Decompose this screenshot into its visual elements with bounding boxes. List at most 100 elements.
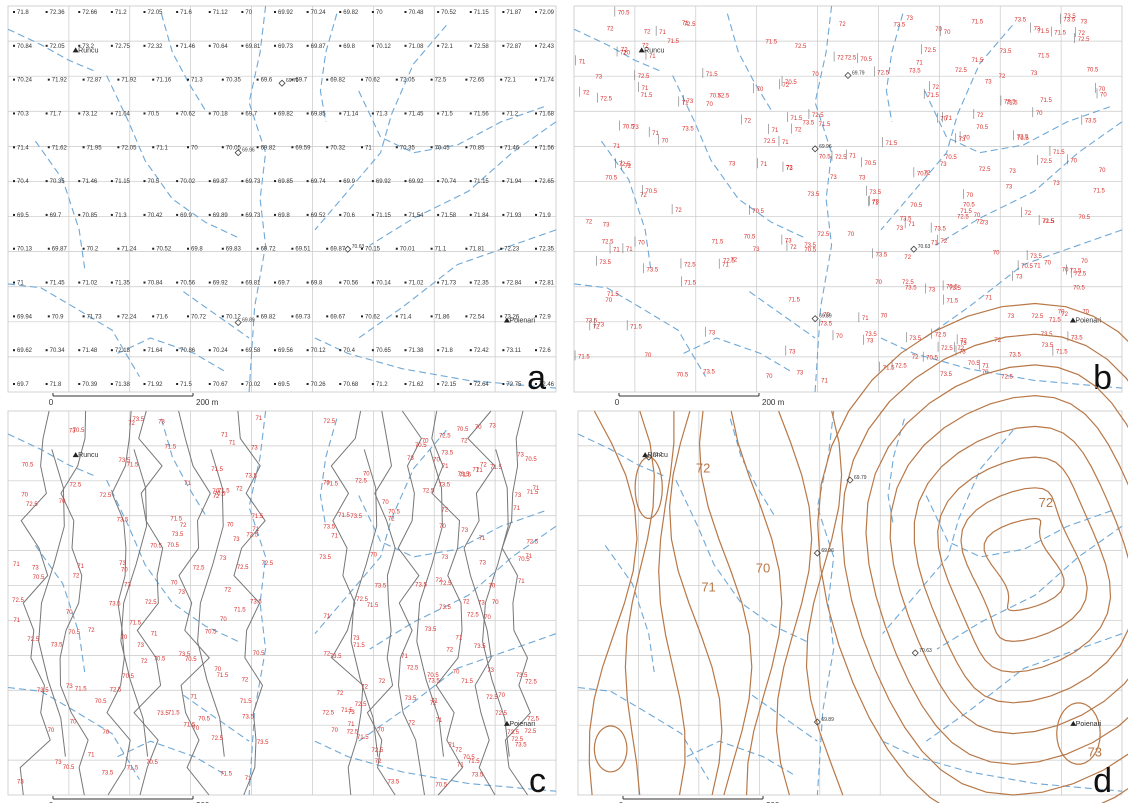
rounded-value-label: 70	[331, 728, 338, 734]
rounded-value-label: 71	[642, 86, 649, 92]
elevation-point	[465, 78, 468, 81]
contour-line	[1056, 702, 1101, 765]
rounded-value-label: 72.5	[323, 419, 335, 425]
rounded-value-label: 71	[782, 140, 789, 146]
rounded-value-label: 73	[66, 684, 73, 690]
elevation-label: 71.84	[474, 213, 490, 219]
elevation-point	[395, 315, 398, 318]
rounded-value-label: 71	[945, 116, 952, 122]
rounded-value-label: 70	[1044, 260, 1051, 266]
rounded-value-label: 73.5	[1014, 18, 1026, 24]
rounded-value-label: 72.5	[1042, 219, 1054, 225]
rounded-value-label: 71.5	[459, 473, 471, 479]
contour-line	[658, 411, 686, 796]
elevation-point	[241, 112, 244, 115]
elevation-label: 70.67	[213, 382, 229, 388]
elevation-point	[143, 44, 146, 47]
elevation-label: 72.54	[469, 314, 485, 320]
elevation-point	[500, 315, 503, 318]
elevation-label: 71.4	[400, 314, 412, 320]
rounded-value-label: 73.5	[1004, 100, 1016, 106]
rounded-value-label: 73.5	[37, 688, 49, 694]
rounded-value-label: 70.5	[785, 80, 797, 86]
rounded-value-label: 70.5	[623, 124, 635, 130]
rounded-value-label: 73.5	[250, 600, 262, 606]
elevation-label: 69.7	[278, 281, 290, 287]
rounded-value-label: 71.5	[341, 708, 353, 714]
rounded-value-label: 71	[479, 536, 486, 542]
rounded-value-label: 70	[227, 523, 234, 529]
elevation-label: 72.05	[121, 145, 137, 151]
elevation-point	[82, 78, 85, 81]
elevation-point	[176, 180, 179, 183]
elevation-label: 70.86	[180, 348, 196, 354]
rounded-value-label: 70.5	[917, 171, 929, 177]
rounded-value-label: 70.5	[968, 361, 980, 367]
contour-line	[588, 410, 638, 796]
rounded-value-label: 72.5	[718, 93, 730, 99]
interpolation-line	[106, 410, 132, 796]
rounded-value-label: 70.5	[388, 509, 400, 515]
rounded-value-label: 70	[982, 370, 989, 376]
elevation-point	[404, 11, 407, 13]
rounded-value-label: 70.5	[618, 11, 630, 17]
panel-frame	[573, 5, 1123, 393]
rounded-value-label: 73.5	[1085, 119, 1097, 125]
rounded-value-label: 71	[401, 654, 408, 660]
rounded-value-label: 73	[69, 429, 76, 435]
elevation-label: 71.54	[409, 213, 425, 219]
elevation-label: 69.85	[311, 111, 327, 117]
benchmark-marker	[846, 476, 854, 484]
elevation-label: 71.9	[539, 213, 551, 219]
rounded-value-label: 72	[1061, 312, 1068, 318]
rounded-value-label: 72	[361, 684, 368, 690]
rounded-value-label: 71	[518, 579, 525, 585]
contour-line	[805, 410, 844, 796]
elevation-point	[45, 112, 48, 115]
rounded-value-label: 70.5	[804, 248, 816, 254]
contour-line	[817, 302, 1128, 803]
rounded-value-label: 70	[847, 232, 854, 238]
elevation-point	[306, 349, 309, 352]
rounded-value-label: 72.5	[1032, 314, 1044, 320]
rounded-value-label: 71	[221, 433, 228, 439]
rounded-value-label: 72.5	[511, 737, 523, 743]
stream-line	[600, 140, 652, 269]
rounded-value-label: 70.5	[253, 651, 265, 657]
stream-line	[7, 433, 96, 477]
rounded-value-label: 71.5	[217, 673, 229, 679]
elevation-label: 71.73	[87, 314, 103, 320]
rounded-value-label: 72	[463, 599, 470, 605]
rounded-value-label: 71.5	[971, 20, 983, 26]
rounded-value-label: 73.5	[516, 673, 528, 679]
rounded-value-label: 71.5	[218, 489, 230, 495]
elevation-point	[47, 78, 50, 81]
rounded-value-label: 70	[382, 500, 389, 506]
elevation-point	[291, 247, 294, 250]
elevation-point	[45, 44, 48, 47]
elevation-point	[208, 112, 211, 115]
rounded-value-label: 70.5	[146, 760, 158, 766]
rounded-value-label: 72.5	[495, 711, 507, 717]
rounded-value-label: 73	[859, 176, 866, 182]
rounded-value-label: 73.5	[330, 654, 342, 660]
elevation-point	[45, 349, 48, 352]
rounded-value-label: 72	[375, 759, 382, 765]
rounded-value-label: 71.5	[791, 116, 803, 122]
elevation-label: 71.46	[82, 179, 98, 185]
panel-a: 71.8 72.36 72.66 71.2 72.05 71.6 71.12 70 69.92 7…	[7, 5, 557, 407]
elevation-label: 71.08	[409, 44, 425, 50]
elevation-label: 72.87	[87, 78, 103, 84]
elevation-label: 71.46	[180, 44, 196, 50]
rounded-value-label: 73.5	[647, 267, 659, 273]
elevation-point	[143, 11, 146, 13]
elevation-point	[502, 180, 505, 183]
place-marker	[72, 452, 79, 458]
benchmark-label: 69.96	[242, 148, 255, 154]
stream-line	[34, 140, 86, 269]
rounded-value-label: 71.5	[326, 481, 338, 487]
rounded-value-label: 72.5	[440, 581, 452, 587]
rounded-value-label: 70.5	[1021, 264, 1033, 270]
rounded-value-label: 70	[1099, 87, 1106, 93]
rounded-value-label: 72.5	[355, 478, 367, 484]
